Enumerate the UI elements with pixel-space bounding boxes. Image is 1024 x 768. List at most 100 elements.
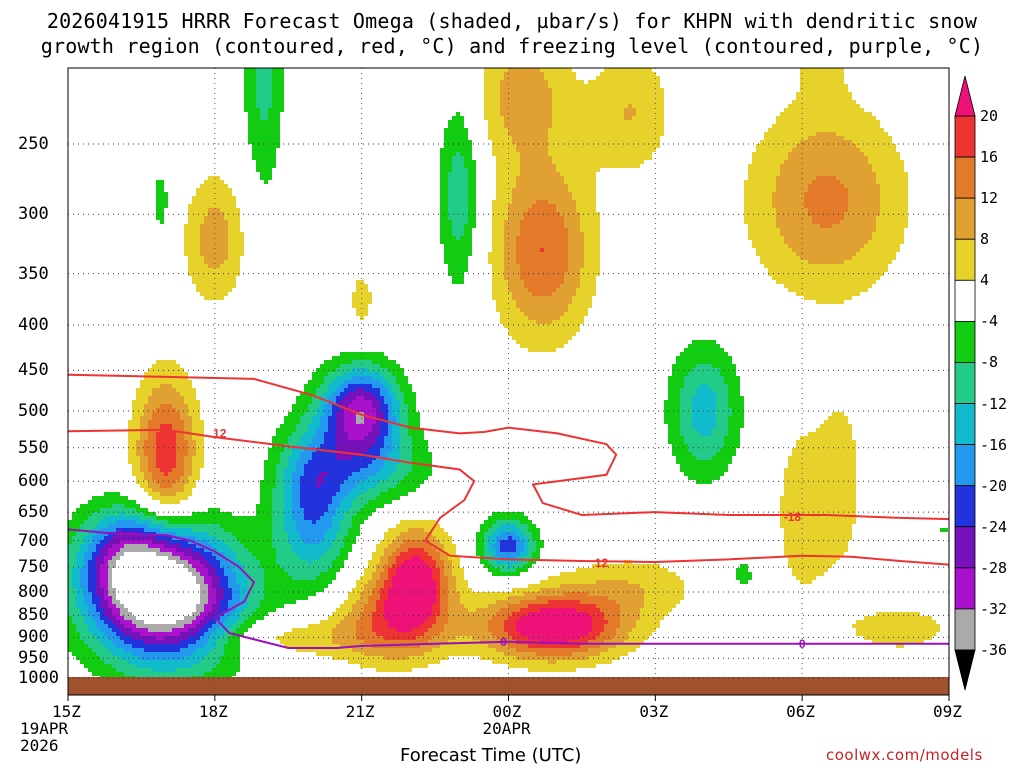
omega-cell <box>356 388 364 392</box>
omega-cell <box>364 640 428 644</box>
omega-cell <box>504 628 516 632</box>
omega-cell <box>88 644 104 648</box>
omega-cell <box>508 328 580 332</box>
omega-cell <box>312 560 332 564</box>
omega-cell <box>856 632 936 636</box>
omega-cell <box>808 432 852 436</box>
omega-cell <box>244 100 256 104</box>
omega-cell <box>372 576 380 580</box>
omega-cell <box>168 520 272 524</box>
omega-cell <box>144 404 160 408</box>
omega-cell <box>284 496 292 500</box>
omega-cell <box>640 616 664 620</box>
omega-cell <box>368 432 380 436</box>
omega-cell <box>72 652 96 656</box>
omega-cell <box>700 432 712 436</box>
x-tick-label: 06Z <box>786 702 816 721</box>
omega-cell <box>300 484 316 488</box>
omega-cell <box>248 604 260 608</box>
omega-cell <box>88 588 96 592</box>
omega-cell <box>524 216 564 220</box>
omega-cell <box>384 568 388 572</box>
omega-cell <box>100 552 108 556</box>
omega-cell <box>92 496 128 500</box>
omega-cell <box>324 380 332 384</box>
omega-cell <box>144 640 180 644</box>
omega-cell <box>288 456 300 460</box>
omega-cell <box>244 84 256 88</box>
omega-cell <box>216 572 224 576</box>
omega-cell <box>464 224 476 228</box>
omega-cell <box>296 400 312 404</box>
omega-cell <box>816 428 852 432</box>
omega-cell <box>288 440 300 444</box>
omega-cell <box>144 448 156 452</box>
omega-cell <box>104 592 108 596</box>
omega-cell <box>336 376 352 380</box>
omega-cell <box>316 428 328 432</box>
omega-cell <box>104 560 108 564</box>
omega-cell <box>352 520 364 524</box>
omega-cell <box>252 612 268 616</box>
omega-cell <box>580 280 596 284</box>
colorbar-tick-label: -20 <box>980 476 1008 495</box>
omega-cell <box>532 532 540 536</box>
omega-cell <box>364 588 372 592</box>
omega-cell <box>620 616 640 620</box>
omega-cell <box>860 248 900 252</box>
omega-cell <box>340 548 352 552</box>
omega-cell <box>584 256 600 260</box>
omega-cell <box>380 392 388 396</box>
omega-cell <box>784 472 856 476</box>
omega-cell <box>436 560 444 564</box>
omega-cell <box>848 192 880 196</box>
omega-cell <box>500 108 552 112</box>
omega-cell <box>500 80 548 84</box>
omega-cell <box>392 440 400 444</box>
omega-cell <box>264 468 276 472</box>
omega-cell <box>156 432 176 436</box>
omega-cell <box>348 384 372 388</box>
omega-cell <box>336 440 376 444</box>
omega-cell <box>176 464 184 468</box>
omega-cell <box>100 628 112 632</box>
omega-cell <box>228 248 244 252</box>
omega-cell <box>252 144 280 148</box>
omega-cell <box>692 404 716 408</box>
omega-cell <box>228 560 240 564</box>
omega-cell <box>264 576 292 580</box>
omega-cell <box>272 488 284 492</box>
omega-cell <box>160 548 176 552</box>
omega-cell <box>272 92 284 96</box>
omega-cell <box>492 244 504 248</box>
omega-cell <box>680 464 728 468</box>
omega-cell <box>428 540 440 544</box>
omega-cell <box>428 616 436 620</box>
omega-cell <box>748 176 776 180</box>
omega-cell <box>832 224 876 228</box>
omega-cell <box>448 584 456 588</box>
omega-cell <box>196 192 232 196</box>
omega-cell <box>260 600 296 604</box>
omega-cell <box>212 632 224 636</box>
omega-cell <box>664 412 680 416</box>
omega-cell <box>284 568 328 572</box>
omega-cell <box>148 424 160 428</box>
omega-cell <box>108 576 112 580</box>
omega-cell <box>880 184 908 188</box>
omega-cell <box>388 560 396 564</box>
omega-cell <box>744 196 772 200</box>
omega-cell <box>188 560 200 564</box>
omega-cell <box>72 584 80 588</box>
omega-cell <box>132 404 144 408</box>
omega-cell <box>228 220 240 224</box>
omega-cell <box>168 472 184 476</box>
omega-cell <box>80 576 88 580</box>
omega-cell <box>184 472 192 476</box>
omega-cell <box>216 592 224 596</box>
omega-cell <box>296 464 304 468</box>
omega-cell <box>776 180 812 184</box>
y-tick-label: 850 <box>18 605 49 626</box>
omega-cell <box>200 236 228 240</box>
omega-cell <box>132 628 148 632</box>
